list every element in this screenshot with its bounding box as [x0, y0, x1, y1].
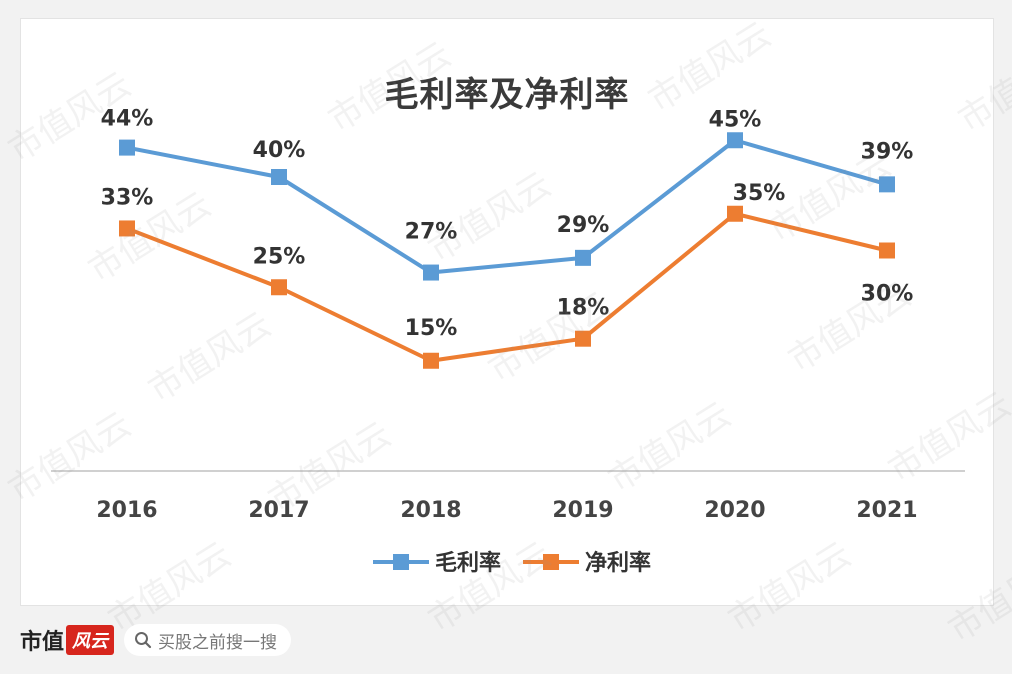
search-box[interactable]: 买股之前搜一搜: [124, 624, 292, 656]
data-point-marker: [879, 242, 895, 259]
line-chart: 2016 2017 2018 2019 2020 2021 44% 40% 27% 29% 45% 3…: [51, 107, 965, 576]
x-tick-label: 2018: [400, 498, 461, 523]
data-label: 30%: [861, 282, 914, 307]
data-point-marker: [727, 132, 743, 149]
data-label: 27%: [405, 220, 458, 245]
x-tick-label: 2017: [248, 498, 309, 523]
data-label: 44%: [101, 107, 154, 132]
data-point-marker: [575, 249, 591, 266]
legend-marker: [393, 554, 409, 570]
x-tick-label: 2016: [96, 498, 157, 523]
data-point-marker: [271, 279, 287, 296]
data-label: 25%: [253, 244, 306, 269]
data-point-marker: [423, 264, 439, 281]
data-label: 45%: [709, 107, 762, 132]
x-tick-label: 2020: [704, 498, 765, 523]
data-label: 29%: [557, 213, 610, 238]
data-label: 35%: [733, 181, 786, 206]
data-label: 18%: [557, 296, 610, 321]
legend-marker: [543, 554, 559, 570]
data-point-marker: [119, 139, 135, 156]
data-label: 33%: [101, 185, 154, 210]
data-point-marker: [575, 330, 591, 347]
data-point-marker: [119, 220, 135, 237]
data-point-marker: [271, 169, 287, 185]
legend-label: 净利率: [585, 550, 651, 576]
search-icon: [135, 632, 152, 649]
data-point-marker: [727, 205, 743, 222]
footer-bar: 市值 风云 买股之前搜一搜: [20, 618, 292, 662]
x-tick-label: 2021: [856, 498, 917, 523]
data-point-marker: [423, 352, 439, 369]
chart-title: 毛利率及净利率: [384, 75, 630, 115]
series-line-1: [126, 138, 888, 275]
series-line-2: [126, 211, 888, 363]
search-placeholder: 买股之前搜一搜: [158, 632, 278, 653]
data-label: 39%: [861, 139, 914, 164]
x-tick-label: 2019: [552, 498, 613, 523]
data-label: 40%: [253, 138, 306, 163]
chart-card: 毛利率及净利率 2016 2017 2018 2019 2020 2021 44% 40% 27…: [20, 18, 994, 606]
brand-logo-seal: 风云: [66, 625, 115, 655]
legend-label: 毛利率: [435, 550, 501, 576]
data-point-marker: [879, 176, 895, 193]
data-label: 15%: [405, 316, 458, 341]
brand-logo-text: 市值: [20, 629, 65, 655]
